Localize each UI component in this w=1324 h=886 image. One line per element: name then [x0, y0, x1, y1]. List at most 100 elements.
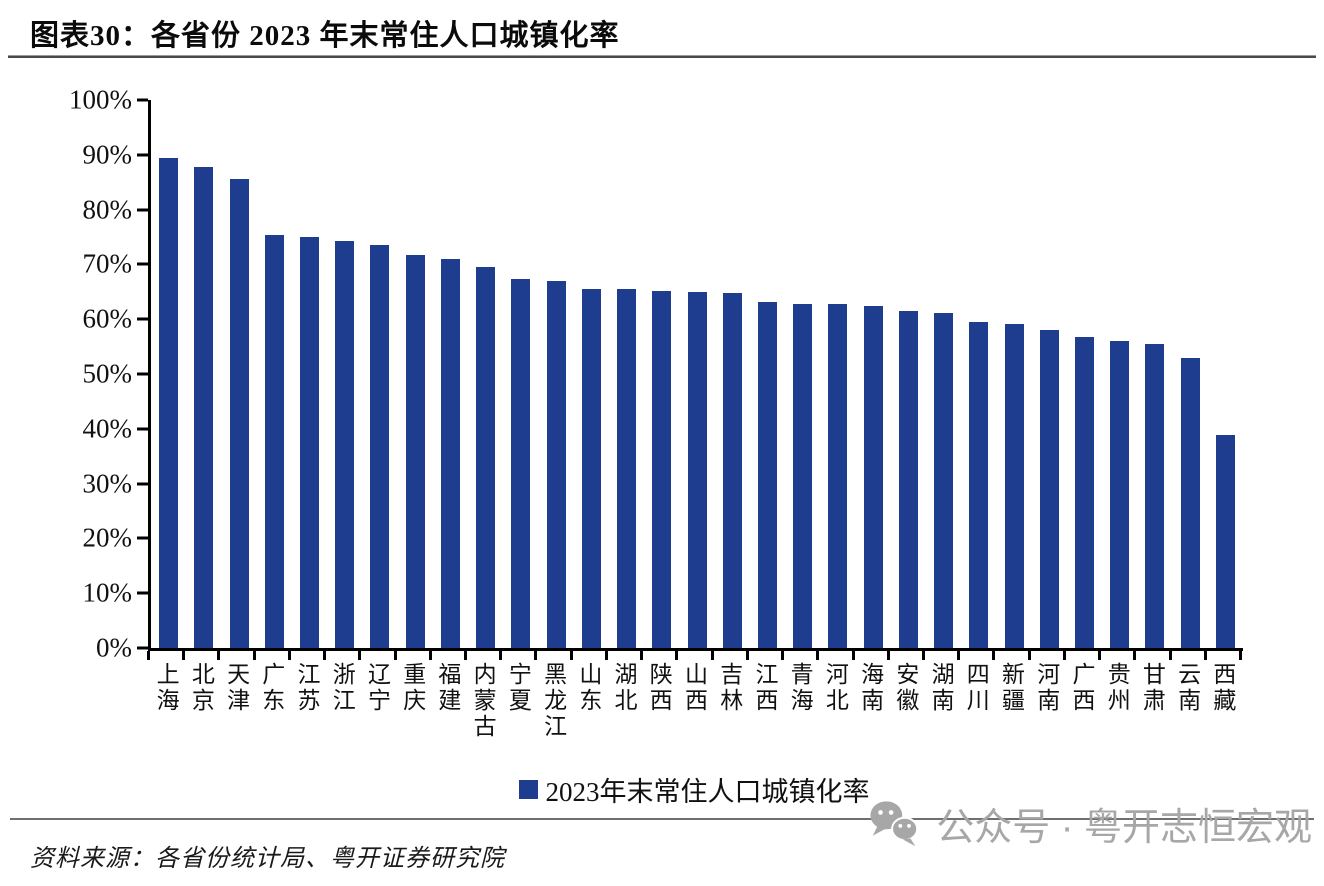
x-axis-tick-mark: [1133, 651, 1137, 660]
x-axis-label: 山西: [681, 662, 707, 714]
legend-swatch: [518, 780, 538, 799]
watermark: 公众号 · 粤开志恒宏观: [866, 796, 1312, 851]
x-axis-label: 天津: [223, 662, 249, 714]
x-axis-tick-mark: [921, 651, 925, 660]
y-axis-tick-label: 0%: [96, 632, 132, 663]
title-divider: [8, 55, 1316, 58]
chart-title: 图表30：各省份 2023 年末常住人口城镇化率: [30, 20, 620, 52]
x-axis-label: 新疆: [998, 662, 1024, 714]
y-axis-tick-mark: [137, 208, 148, 212]
x-axis-tick-mark: [147, 651, 150, 660]
bar-湖北: [617, 289, 637, 648]
x-axis-label: 宁夏: [505, 662, 531, 714]
x-axis-tick-mark: [640, 651, 644, 660]
x-axis-tick-mark: [1239, 651, 1242, 660]
bar-海南: [863, 305, 883, 648]
x-axis-label: 青海: [787, 662, 813, 714]
x-axis-tick-mark: [287, 651, 291, 660]
x-axis-label: 海南: [857, 662, 883, 714]
x-axis-tick-mark: [217, 651, 221, 660]
bar-福建: [440, 258, 460, 648]
bar-辽宁: [370, 245, 390, 648]
x-axis-label: 四川: [963, 662, 989, 714]
x-axis-tick-mark: [851, 651, 855, 660]
x-axis-label: 河南: [1033, 662, 1059, 714]
x-axis-label: 重庆: [399, 662, 425, 714]
bar-吉林: [722, 293, 742, 648]
bar-江西: [757, 302, 777, 648]
legend-label: 2023年末常住人口城镇化率: [545, 777, 870, 807]
x-axis-tick-mark: [428, 651, 432, 660]
x-axis-tick-mark: [358, 651, 362, 660]
x-axis-label: 黑龙江: [540, 662, 566, 740]
bar-西藏: [1215, 434, 1235, 648]
x-axis-tick-mark: [710, 651, 714, 660]
x-axis-tick-mark: [1027, 651, 1031, 660]
bar-甘肃: [1145, 343, 1165, 648]
x-axis-tick-mark: [886, 651, 890, 660]
bar-chart: 0% 10% 20% 30% 40% 50% 60% 70% 80% 90% 100% 上海 北京 天津广…: [69, 84, 1243, 809]
x-axis-tick-mark: [957, 651, 961, 660]
x-axis-tick-mark: [569, 651, 573, 660]
plot-area: [148, 100, 1243, 651]
x-axis-tick-mark: [992, 651, 996, 660]
x-axis-tick-mark: [781, 651, 785, 660]
y-axis-tick-label: 70%: [82, 248, 133, 279]
bar-青海: [793, 303, 813, 648]
x-axis-tick-mark: [393, 651, 397, 660]
x-axis-label: 辽宁: [364, 662, 390, 714]
x-axis-label: 西藏: [1209, 662, 1235, 714]
bar-重庆: [405, 255, 425, 648]
x-axis-tick-mark: [675, 651, 679, 660]
x-axis-label: 湖北: [611, 662, 637, 714]
x-axis-label: 安徽: [892, 662, 918, 714]
x-axis-label: 山东: [575, 662, 601, 714]
bar-贵州: [1110, 341, 1130, 648]
bar-山西: [687, 291, 707, 648]
x-axis-label: 江苏: [294, 662, 320, 714]
x-axis-label: 内蒙古: [470, 662, 496, 740]
source-note: 资料来源：各省份统计局、粤开证券研究院: [30, 846, 505, 872]
y-axis-tick-label: 50%: [82, 358, 133, 389]
x-axis-label: 甘肃: [1139, 662, 1165, 714]
x-axis-label: 云南: [1174, 662, 1200, 714]
bar-内蒙古: [476, 266, 496, 648]
y-axis-tick-mark: [137, 317, 148, 321]
bar-湖南: [934, 312, 954, 648]
wechat-icon: [870, 800, 919, 846]
x-axis-tick-mark: [499, 651, 503, 660]
y-axis-tick-mark: [137, 591, 148, 595]
y-axis-tick-mark: [137, 153, 148, 157]
x-axis-tick-mark: [252, 651, 256, 660]
x-axis-tick-mark: [323, 651, 327, 660]
bar-江苏: [300, 237, 320, 648]
bar-宁夏: [511, 279, 531, 648]
watermark-text: 公众号 · 粤开志恒宏观: [936, 807, 1312, 849]
chart-legend: 2023年末常住人口城镇化率: [148, 770, 1240, 809]
x-axis-label: 吉林: [716, 662, 742, 714]
x-axis-label: 广东: [258, 662, 284, 714]
x-axis-label: 北京: [188, 662, 214, 714]
x-axis-label: 福建: [434, 662, 460, 714]
x-axis-label: 广西: [1068, 662, 1094, 714]
y-axis-tick-label: 100%: [69, 84, 132, 115]
bar-河北: [828, 303, 848, 648]
x-axis-label: 河北: [822, 662, 848, 714]
y-axis-tick-mark: [137, 646, 148, 650]
bar-广西: [1074, 336, 1094, 648]
x-axis-tick-mark: [534, 651, 538, 660]
x-axis-label: 陕西: [646, 662, 672, 714]
y-axis-tick-mark: [137, 536, 148, 540]
x-axis-tick-mark: [745, 651, 749, 660]
y-axis-tick-label: 80%: [82, 194, 133, 225]
bar-新疆: [1004, 323, 1024, 648]
y-axis-tick-label: 60%: [82, 303, 133, 334]
y-axis-tick-label: 90%: [82, 139, 133, 170]
y-axis-tick-label: 30%: [82, 468, 133, 499]
x-axis-tick-mark: [816, 651, 820, 660]
y-axis-tick-label: 40%: [82, 413, 133, 444]
y-axis-tick-label: 10%: [82, 577, 133, 608]
x-axis-tick-mark: [1098, 651, 1102, 660]
bar-上海: [159, 157, 179, 648]
